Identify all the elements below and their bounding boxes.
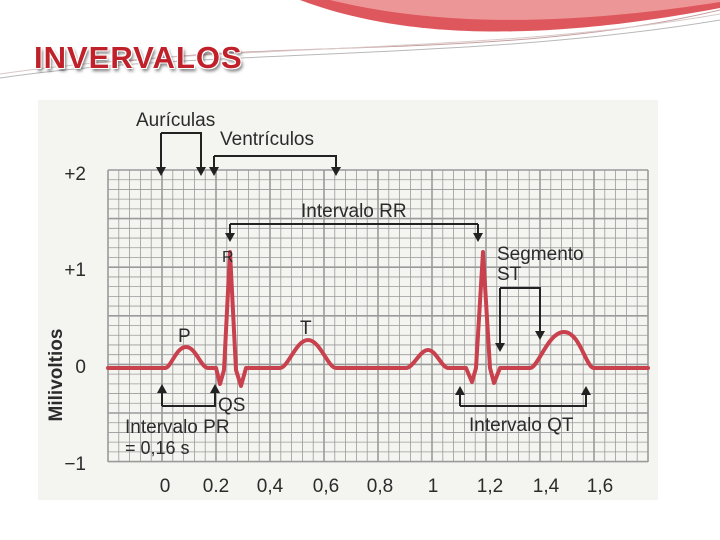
x-tick-1: 1 xyxy=(428,476,439,497)
x-tick-0-2: 0.2 xyxy=(203,476,229,497)
arrow-head-icon xyxy=(495,343,505,352)
ecg-trace xyxy=(106,250,650,388)
x-tick-0-6: 0,6 xyxy=(313,476,339,497)
label-intervalo-rr: Intervalo RR xyxy=(301,201,407,222)
ventriculos-bracket xyxy=(213,155,337,174)
label-st: ST xyxy=(497,264,522,285)
auriculas-bracket xyxy=(160,132,202,174)
slide-title: INVERVALOS xyxy=(34,40,243,75)
arrow-head-icon xyxy=(581,386,591,395)
x-tick-1-6: 1,6 xyxy=(587,476,613,497)
arrow-head-icon xyxy=(209,167,219,176)
ecg-grid xyxy=(107,169,649,463)
x-tick-1-2: 1,2 xyxy=(477,476,503,497)
ecg-diagram: Milivoltios +2 +1 0 −1 0 0.2 0,4 0,6 0,8… xyxy=(38,100,658,500)
x-tick-0: 0 xyxy=(160,476,171,497)
annotation-markers xyxy=(156,132,591,407)
arrow-head-icon xyxy=(157,384,167,393)
wave-label-qs: QS xyxy=(218,395,245,416)
arrow-head-icon xyxy=(210,384,220,393)
label-auriculas: Aurículas xyxy=(136,110,215,131)
arrow-head-icon xyxy=(331,167,341,176)
arrow-head-icon xyxy=(156,167,166,176)
label-segmento: Segmento xyxy=(497,244,584,265)
y-tick-plus2: +2 xyxy=(64,164,86,185)
arrow-head-icon xyxy=(196,167,206,176)
x-tick-0-4: 0,4 xyxy=(257,476,284,497)
x-tick-1-4: 1,4 xyxy=(533,476,560,497)
arrow-head-icon xyxy=(535,331,545,340)
y-tick-zero: 0 xyxy=(75,357,86,378)
y-axis-label: Milivoltios xyxy=(46,329,67,422)
arrow-head-icon xyxy=(455,386,465,395)
y-tick-plus1: +1 xyxy=(64,260,86,281)
qt-bracket xyxy=(459,392,587,407)
arrow-head-icon xyxy=(473,233,483,242)
label-ventriculos: Ventrículos xyxy=(220,129,314,150)
label-intervalo-pr: Intervalo PR xyxy=(125,417,230,438)
y-tick-minus1: −1 xyxy=(64,454,86,475)
rr-bracket xyxy=(229,223,479,240)
header-swoosh-decoration xyxy=(0,0,720,79)
wave-label-r: R xyxy=(222,249,234,266)
arrow-head-icon xyxy=(225,233,235,242)
wave-label-t: T xyxy=(300,318,312,339)
x-tick-0-8: 0,8 xyxy=(367,476,393,497)
wave-label-p: P xyxy=(178,326,191,347)
label-intervalo-qt: Intervalo QT xyxy=(469,415,574,436)
st-bracket xyxy=(499,287,541,348)
label-pr-value: = 0,16 s xyxy=(125,438,190,458)
